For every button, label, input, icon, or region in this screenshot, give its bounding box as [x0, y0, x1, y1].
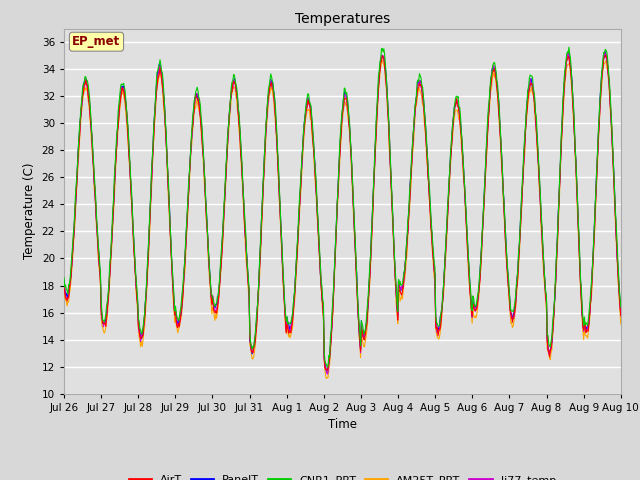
Title: Temperatures: Temperatures: [295, 12, 390, 26]
Legend: AirT, PanelT, CNR1_PRT, AM25T_PRT, li77_temp: AirT, PanelT, CNR1_PRT, AM25T_PRT, li77_…: [125, 470, 560, 480]
Text: EP_met: EP_met: [72, 35, 120, 48]
X-axis label: Time: Time: [328, 418, 357, 431]
Y-axis label: Temperature (C): Temperature (C): [23, 163, 36, 260]
